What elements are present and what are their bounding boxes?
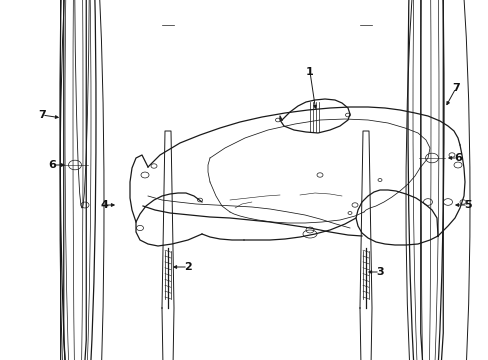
Text: 4: 4: [100, 200, 108, 210]
Text: 5: 5: [463, 200, 471, 210]
Text: 1: 1: [305, 67, 313, 77]
Text: 2: 2: [184, 262, 191, 272]
Text: 3: 3: [375, 267, 383, 277]
Text: 6: 6: [453, 153, 461, 163]
Text: 6: 6: [48, 160, 56, 170]
Text: 7: 7: [38, 110, 46, 120]
Text: 7: 7: [451, 83, 459, 93]
